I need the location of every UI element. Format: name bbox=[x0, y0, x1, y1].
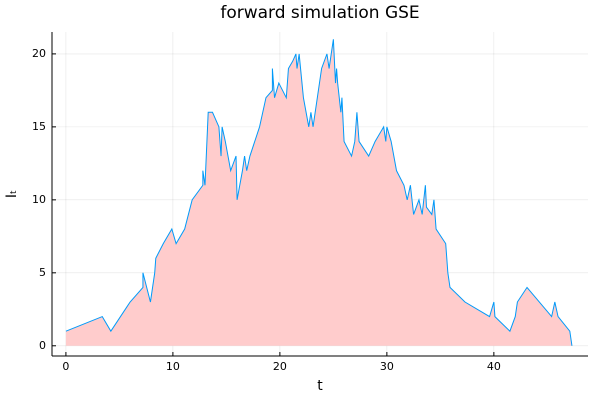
x-axis-label: t bbox=[317, 378, 323, 394]
y-tick-label: 20 bbox=[32, 47, 46, 60]
y-axis-label: Iₜ bbox=[4, 190, 20, 198]
y-tick-label: 15 bbox=[32, 120, 46, 133]
x-tick-label: 10 bbox=[166, 360, 180, 373]
x-tick-label: 30 bbox=[380, 360, 394, 373]
y-tick-label: 5 bbox=[39, 266, 46, 279]
x-tick-label: 20 bbox=[273, 360, 287, 373]
area-fill bbox=[65, 39, 572, 346]
x-tick-label: 0 bbox=[62, 360, 69, 373]
y-tick-label: 0 bbox=[39, 339, 46, 352]
y-tick-label: 10 bbox=[32, 193, 46, 206]
line bbox=[65, 39, 573, 346]
chart-title: forward simulation GSE bbox=[220, 3, 419, 23]
x-tick-label: 40 bbox=[487, 360, 501, 373]
